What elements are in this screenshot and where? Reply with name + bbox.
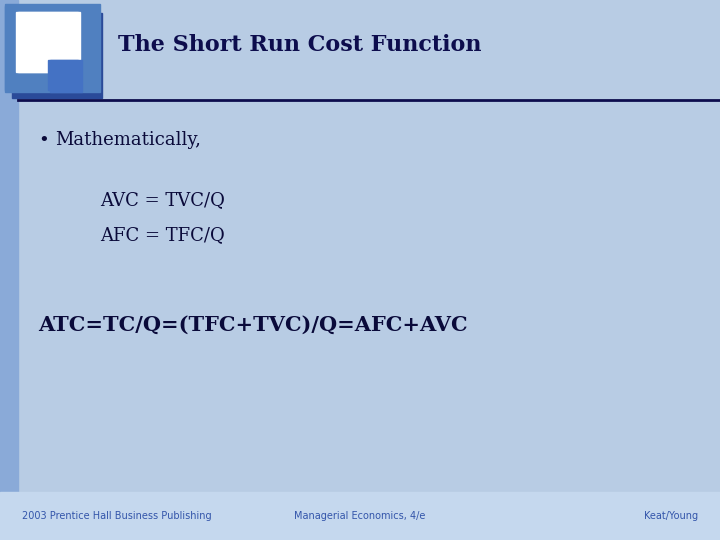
Bar <box>48 60 78 90</box>
Text: •: • <box>38 131 49 149</box>
Text: AFC = TFC/Q: AFC = TFC/Q <box>100 226 225 244</box>
Bar <box>12 13 102 98</box>
Text: 2003 Prentice Hall Business Publishing: 2003 Prentice Hall Business Publishing <box>22 511 212 521</box>
Bar <box>5 4 100 92</box>
Bar <box>5 6 97 90</box>
Text: Mathematically,: Mathematically, <box>55 131 201 149</box>
Bar <box>16 12 78 72</box>
Bar <box>0 492 720 540</box>
Bar <box>50 60 82 92</box>
Text: ATC=TC/Q=(TFC+TVC)/Q=AFC+AVC: ATC=TC/Q=(TFC+TVC)/Q=AFC+AVC <box>38 315 467 335</box>
Bar <box>18 12 80 72</box>
Text: Managerial Economics, 4/e: Managerial Economics, 4/e <box>294 511 426 521</box>
Text: Keat/Young: Keat/Young <box>644 511 698 521</box>
Text: The Short Run Cost Function: The Short Run Cost Function <box>118 34 482 56</box>
Bar <box>0 0 18 540</box>
Text: AVC = TVC/Q: AVC = TVC/Q <box>100 191 225 209</box>
